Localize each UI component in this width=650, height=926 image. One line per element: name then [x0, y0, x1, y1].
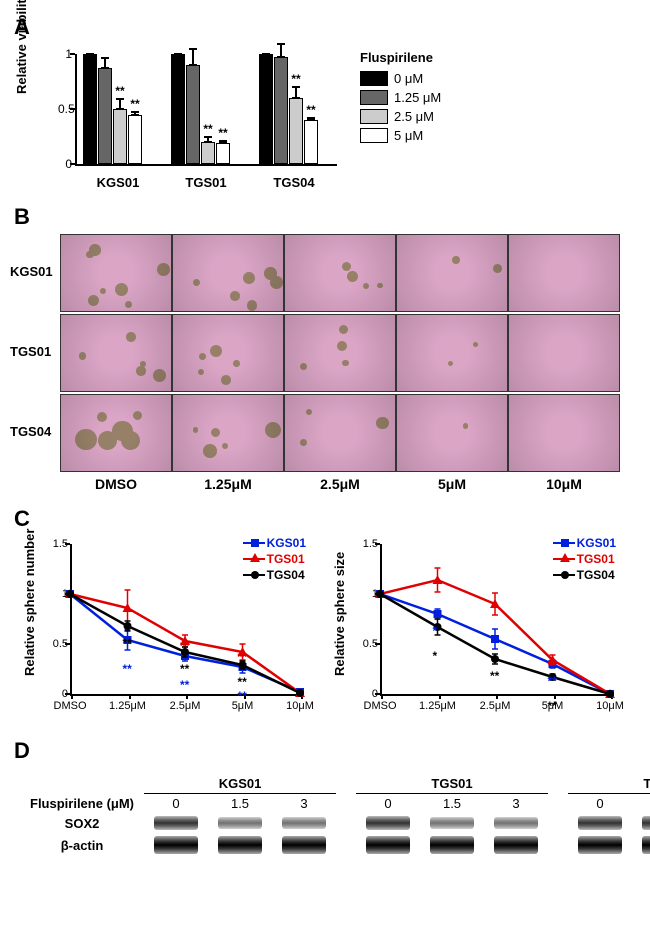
micrograph [284, 234, 396, 312]
panel-a-legend: Fluspirilene 0 μM1.25 μM2.5 μM5 μM [360, 50, 441, 147]
viability-barchart: Relative viability 00.51****KGS01****TGS… [20, 44, 350, 194]
micrograph [396, 234, 508, 312]
panel-b: KGS01TGS01TGS04 DMSO1.25μM2.5μM5μM10μM [10, 234, 640, 492]
micrograph [172, 394, 284, 472]
micrograph [396, 314, 508, 392]
legend-title: Fluspirilene [360, 50, 441, 65]
micrograph [508, 234, 620, 312]
micrograph [172, 314, 284, 392]
panel-d-label: D [14, 738, 640, 764]
panel-a: Relative viability 00.51****KGS01****TGS… [10, 44, 640, 194]
bar-group: **** [83, 54, 153, 164]
panel-c: Relative sphere number00.511.5DMSO1.25μM… [20, 536, 640, 726]
micrograph [284, 394, 396, 472]
western-blot-table: KGS01TGS01TGS04Fluspirilene (μM)01.5301.… [20, 774, 650, 857]
micrograph [172, 234, 284, 312]
micrograph [60, 234, 172, 312]
micrograph [508, 394, 620, 472]
panel-b-label: B [14, 204, 640, 230]
panel-a-label: A [14, 14, 640, 40]
bar-group: **** [259, 54, 329, 164]
panel-c-label: C [14, 506, 640, 532]
micrograph [60, 394, 172, 472]
sphere-number-chart: Relative sphere number00.511.5DMSO1.25μM… [20, 536, 310, 726]
bar-group: **** [171, 54, 241, 164]
panel-d: KGS01TGS01TGS04Fluspirilene (μM)01.5301.… [20, 774, 640, 857]
micrograph [284, 314, 396, 392]
micrograph [508, 314, 620, 392]
barchart-ylabel: Relative viability [14, 0, 29, 94]
sphere-size-chart: Relative sphere size00.511.5DMSO1.25μM2.… [330, 536, 620, 726]
micrograph [60, 314, 172, 392]
micrograph [396, 394, 508, 472]
